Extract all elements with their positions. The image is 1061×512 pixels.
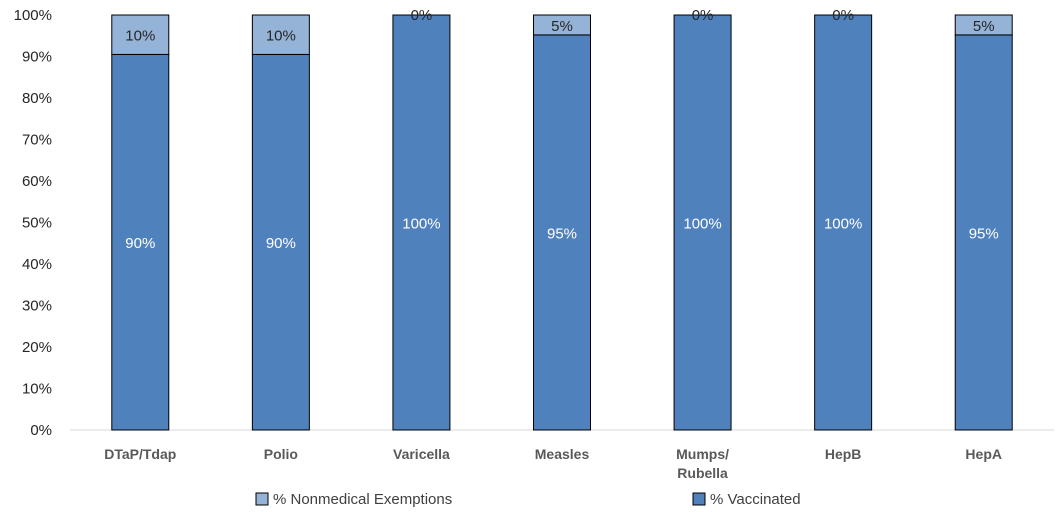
legend-label: % Nonmedical Exemptions [273,491,452,508]
data-label-vaccinated: 100% [402,216,440,233]
y-tick-label: 60% [22,173,52,190]
data-label-exemptions: 10% [125,28,155,45]
x-category-label: HepA [965,446,1002,462]
y-tick-label: 10% [22,381,52,398]
bar-vaccinated [954,34,1013,431]
bar-vaccinated [111,53,170,431]
data-label-exemptions: 5% [551,18,573,35]
data-label-vaccinated: 100% [824,216,862,233]
data-label-vaccinated: 95% [547,225,577,242]
x-category-label: Polio [264,446,298,462]
bar-vaccinated [533,34,591,431]
bar-vaccinated [673,14,732,431]
bar-nonmedical-exemptions [533,14,591,36]
data-label-exemptions: 5% [973,18,995,35]
y-tick-label: 100% [14,7,52,24]
y-tick-label: 80% [22,90,52,107]
y-tick-label: 90% [22,49,52,66]
bar-vaccinated [814,14,873,431]
x-category-label: Mumps/Rubella [676,446,729,481]
data-label-vaccinated: 95% [969,225,999,242]
bar-nonmedical-exemptions [111,14,170,55]
data-label-exemptions: 0% [692,7,714,24]
data-label-vaccinated: 100% [683,216,721,233]
y-tick-label: 40% [22,256,52,273]
data-label-exemptions: 0% [411,7,433,24]
data-label-exemptions: 0% [832,7,854,24]
y-tick-label: 70% [22,132,52,149]
data-label-vaccinated: 90% [266,235,296,252]
y-tick-label: 0% [30,422,52,439]
x-category-label: Varicella [393,446,450,462]
legend-swatch [255,492,269,506]
y-tick-label: 50% [22,215,52,232]
y-tick-label: 30% [22,298,52,315]
data-label-vaccinated: 90% [125,235,155,252]
bar-nonmedical-exemptions [954,14,1013,36]
x-category-label: DTaP/Tdap [104,446,176,462]
data-label-exemptions: 10% [266,28,296,45]
bar-nonmedical-exemptions [251,14,310,55]
legend-swatch [692,492,706,506]
x-category-label: Measles [535,446,590,462]
y-tick-label: 20% [22,339,52,356]
x-category-label: HepB [825,446,862,462]
bar-vaccinated [392,14,451,431]
legend-label: % Vaccinated [710,491,801,508]
